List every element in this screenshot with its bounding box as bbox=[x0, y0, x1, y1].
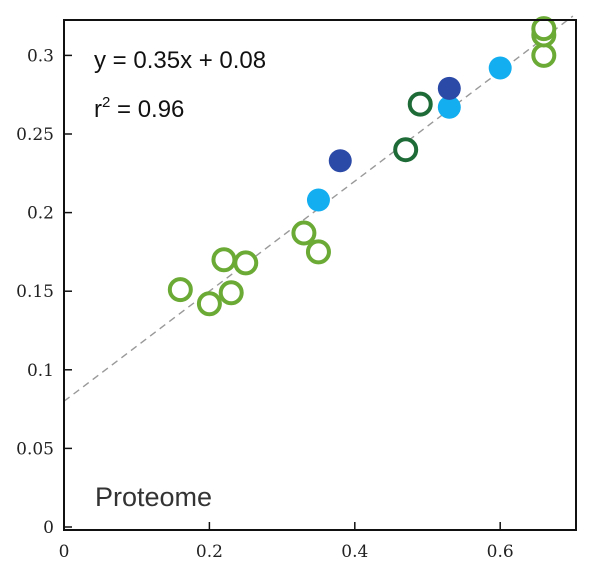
y-tick-label: 0.15 bbox=[16, 282, 54, 302]
y-tick-label: 0.2 bbox=[27, 204, 54, 224]
data-point bbox=[437, 95, 461, 119]
data-point bbox=[531, 42, 557, 68]
data-point bbox=[233, 250, 259, 276]
r-squared-label: r2 = 0.96 bbox=[94, 94, 184, 123]
r-squared-value: = 0.96 bbox=[110, 96, 184, 123]
subset-label: Proteome bbox=[95, 482, 212, 512]
plot-frame bbox=[63, 19, 577, 531]
data-points-layer bbox=[167, 16, 557, 317]
data-point bbox=[407, 91, 433, 117]
data-point bbox=[488, 56, 512, 80]
axis-ticks-layer: 0 0.05 0.1 0.15 0.2 0.25 0.3 0 0.2 0.4 0.6 bbox=[16, 46, 514, 562]
data-point bbox=[167, 277, 193, 303]
data-point bbox=[393, 137, 419, 163]
data-point bbox=[196, 291, 222, 317]
data-point bbox=[437, 76, 461, 100]
fit-line bbox=[63, 15, 574, 402]
fit-line-layer bbox=[63, 15, 574, 402]
data-point bbox=[328, 149, 352, 173]
y-tick-label: 0.05 bbox=[16, 439, 54, 459]
fit-equation-label: y = 0.35x + 0.08 bbox=[94, 47, 266, 74]
data-point bbox=[306, 188, 330, 212]
data-point bbox=[211, 247, 237, 273]
x-tick-label: 0.2 bbox=[196, 542, 223, 562]
x-tick-label: 0.4 bbox=[341, 542, 368, 562]
r-squared-superscript: 2 bbox=[102, 94, 110, 111]
data-point bbox=[218, 280, 244, 306]
y-tick-label: 0.25 bbox=[16, 125, 54, 145]
y-tick-label: 0 bbox=[43, 518, 54, 538]
data-point bbox=[291, 220, 317, 246]
y-tick-label: 0.1 bbox=[27, 361, 54, 381]
data-point bbox=[531, 16, 557, 42]
x-tick-label: 0.6 bbox=[487, 542, 514, 562]
x-tick-label: 0 bbox=[59, 542, 70, 562]
r-squared-symbol: r bbox=[94, 96, 102, 123]
y-tick-label: 0.3 bbox=[27, 46, 54, 66]
data-point bbox=[305, 239, 331, 265]
